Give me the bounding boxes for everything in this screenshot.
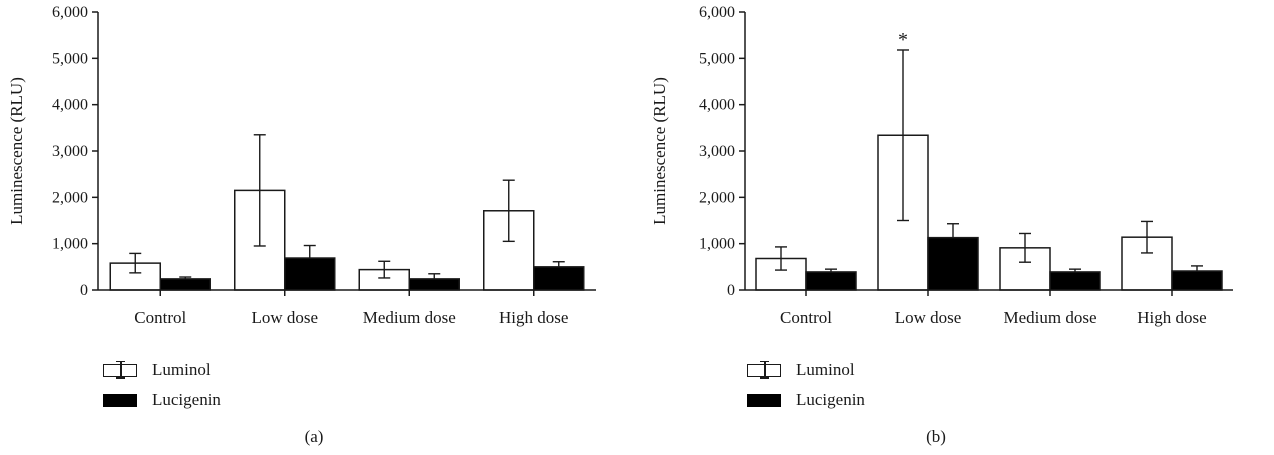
lucigenin-bar [408, 278, 460, 291]
y-tick-label: 5,000 [52, 50, 88, 67]
panel-caption-b: (b) [926, 427, 946, 446]
legend-item-luminol: Luminol [103, 360, 211, 380]
luminol-bar [358, 268, 410, 291]
lucigenin-bar [159, 278, 211, 291]
significance-marker: * [898, 29, 908, 51]
lucigenin-bar [533, 266, 585, 291]
x-tick-label: Low dose [895, 308, 962, 327]
legend-swatch-lucigenin [103, 393, 137, 407]
lucigenin-bar [284, 257, 336, 291]
legend-label-luminol: Luminol [152, 360, 211, 379]
panel-a: 0 1,000 2,000 3,000 4,000 5,000 6,000 Luminesce… [7, 4, 596, 446]
legend-swatch-lucigenin-b [747, 393, 781, 407]
y-tick-label: 4,000 [52, 97, 88, 114]
legend-label-lucigenin: Lucigenin [152, 390, 221, 409]
x-tick-label: Control [134, 308, 186, 327]
chart-b-svg: 0 1,000 2,000 3,000 4,000 5,000 6,000 Luminesce… [650, 4, 1233, 327]
legend-item-luminol-b: Luminol [747, 360, 855, 380]
y-tick-label: 4,000 [699, 97, 735, 114]
y-tick-label: 3,000 [699, 143, 735, 160]
luminol-bar [999, 247, 1051, 291]
y-tick-label: 0 [80, 282, 88, 299]
y-tick-label: 1,000 [699, 236, 735, 253]
chart-a-svg: 0 1,000 2,000 3,000 4,000 5,000 6,000 Luminesce… [7, 4, 596, 327]
luminol-bar [755, 257, 807, 291]
lucigenin-bar [1049, 271, 1101, 291]
x-tick-label: Low dose [251, 308, 318, 327]
legend-swatch-luminol-b [747, 360, 781, 379]
lucigenin-bar [805, 271, 857, 291]
legend-label-lucigenin-b: Lucigenin [796, 390, 865, 409]
luminol-bar [109, 262, 161, 291]
y-tick-label: 2,000 [52, 189, 88, 206]
y-tick-label: 3,000 [52, 143, 88, 160]
y-tick-label: 5,000 [699, 50, 735, 67]
y-axis-label: Luminescence (RLU) [7, 77, 26, 225]
panel-caption-a: (a) [304, 427, 324, 446]
x-tick-label: High dose [499, 308, 568, 327]
y-tick-label: 6,000 [699, 4, 735, 21]
lucigenin-bar [1171, 270, 1223, 291]
x-tick-label: Control [780, 308, 832, 327]
lucigenin-bar [927, 236, 979, 291]
y-tick-label: 0 [727, 282, 735, 299]
y-tick-label: 1,000 [52, 236, 88, 253]
y-tick-label: 6,000 [52, 4, 88, 21]
luminol-bar [234, 189, 286, 291]
legend-item-lucigenin: Lucigenin [103, 390, 221, 410]
panel-b: 0 1,000 2,000 3,000 4,000 5,000 6,000 Luminesce… [637, 0, 1274, 455]
luminol-bar [1121, 236, 1173, 291]
y-tick-label: 2,000 [699, 189, 735, 206]
y-axis-label: Luminescence (RLU) [650, 77, 669, 225]
x-tick-label: Medium dose [363, 308, 456, 327]
legend-item-lucigenin-b: Lucigenin [747, 390, 865, 410]
luminol-bar [483, 210, 535, 291]
legend-swatch-luminol [103, 360, 137, 379]
x-tick-label: High dose [1137, 308, 1206, 327]
x-tick-label: Medium dose [1003, 308, 1096, 327]
legend-label-luminol-b: Luminol [796, 360, 855, 379]
luminol-bar [877, 134, 929, 291]
